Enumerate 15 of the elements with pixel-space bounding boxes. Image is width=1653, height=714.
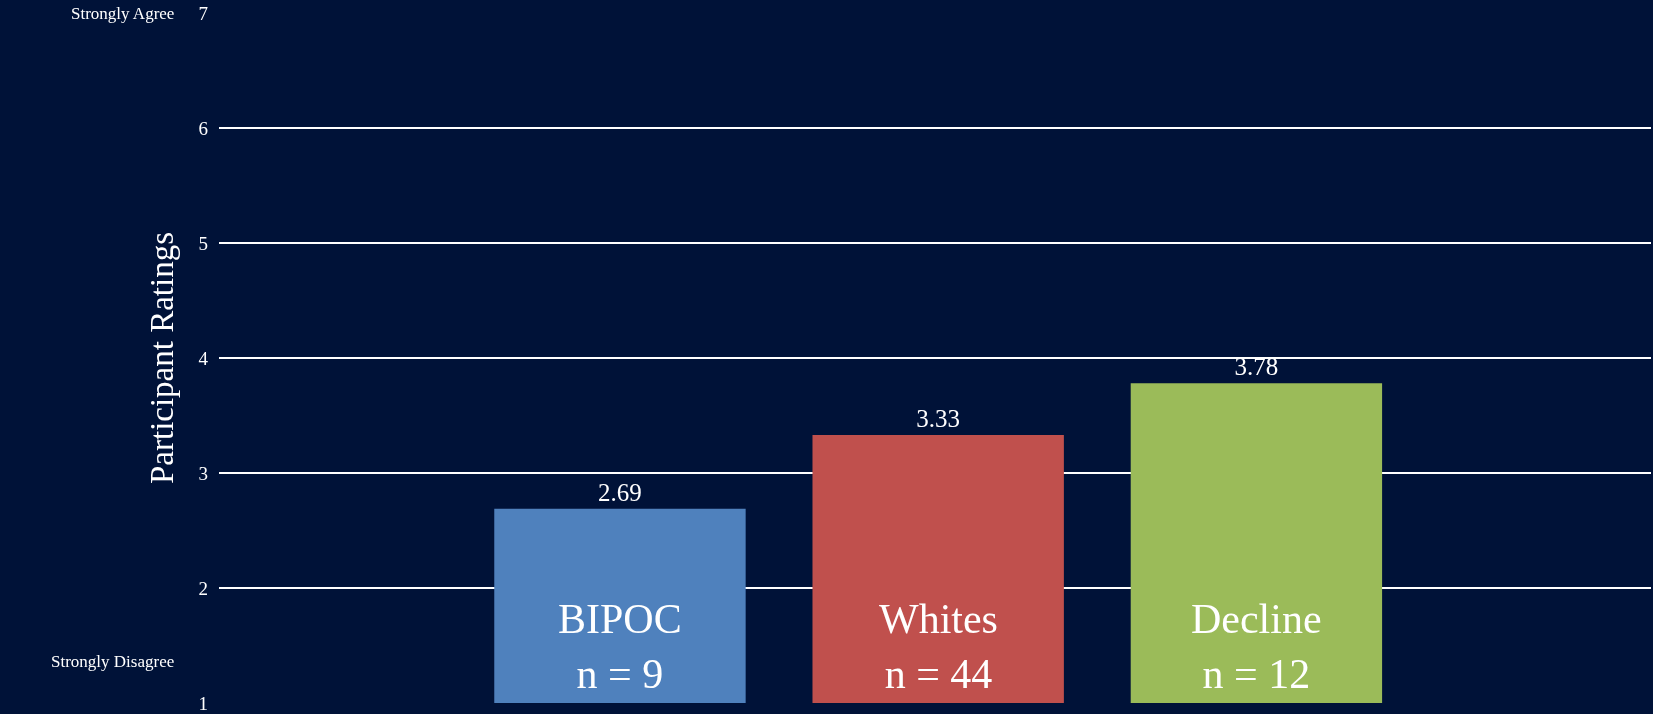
y-tick-label: 1 — [198, 692, 208, 714]
text: Strongly Agree — [71, 4, 175, 23]
y-tick-label: 6 — [198, 117, 208, 139]
y-axis-title: Participant Ratings — [144, 231, 181, 485]
y-tick-label: 3 — [198, 462, 208, 484]
text: Strongly Disagree — [51, 652, 175, 671]
y-tick-label: 4 — [198, 347, 209, 369]
x-tick-label: Decline n = 12 — [1191, 596, 1322, 697]
y-tick-label: 5 — [198, 232, 208, 254]
y-tick-label: 7 — [198, 2, 208, 24]
y-tick-label: 2 — [198, 577, 208, 599]
data-label: 3.33 — [916, 405, 961, 433]
data-label: 2.69 — [598, 478, 642, 506]
x-tick-label: Whites n = 44 — [879, 596, 998, 697]
x-tick-label: BIPOC n = 9 — [558, 596, 682, 697]
